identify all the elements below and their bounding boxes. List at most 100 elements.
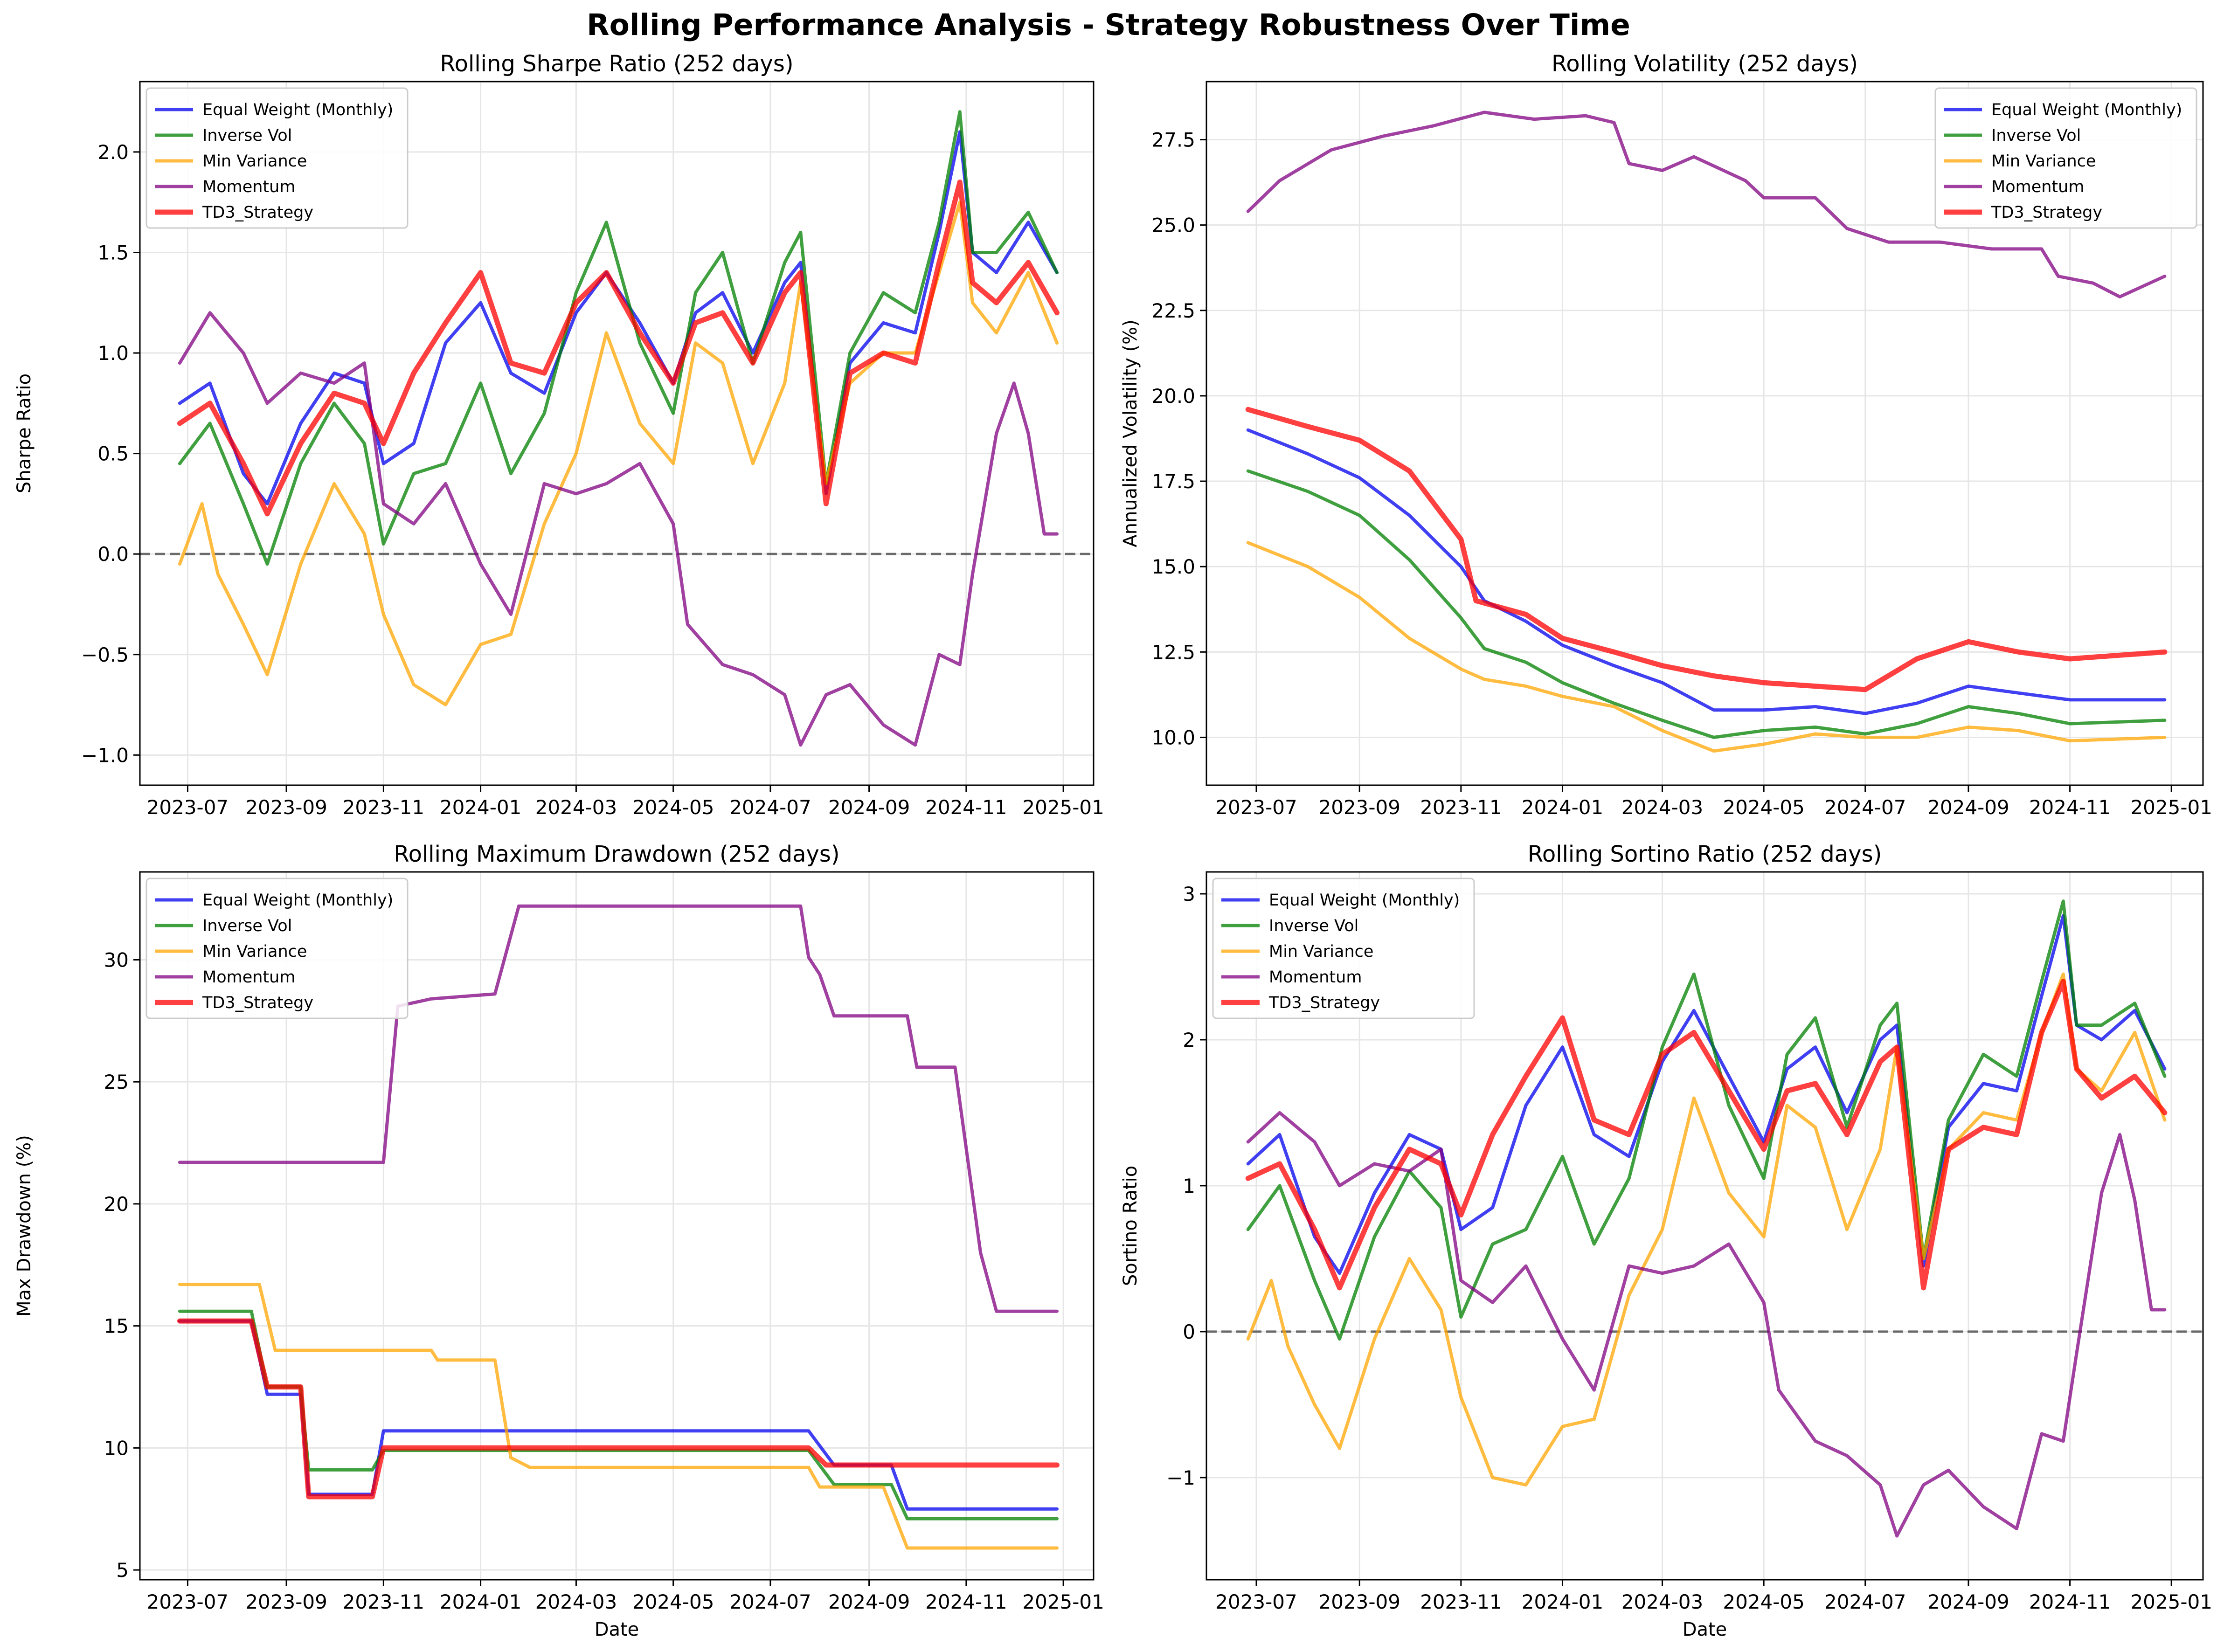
y-tick-label: 20: [104, 1193, 129, 1216]
y-tick-label: 15: [104, 1315, 129, 1338]
x-tick-label: 2025-01: [2130, 796, 2212, 819]
x-tick-label: 2023-09: [245, 1590, 327, 1613]
y-tick-label: 5: [116, 1559, 129, 1582]
legend-entry: Momentum: [202, 178, 295, 196]
series-line-inverse-vol: [178, 1309, 1059, 1521]
legend-entry: Inverse Vol: [1991, 126, 2081, 145]
legend-box: [1934, 87, 2197, 229]
x-axis-label: Date: [1683, 1619, 1727, 1640]
legend-box: [145, 878, 409, 1019]
x-tick-label: 2024-07: [1824, 1590, 1906, 1613]
x-tick-label: 2024-05: [632, 1590, 714, 1613]
series-line-min-variance: [178, 1283, 1059, 1550]
legend-entry: Momentum: [202, 968, 295, 987]
x-tick-label: 2023-07: [1215, 1590, 1297, 1613]
y-tick-label: 10.0: [1151, 726, 1195, 749]
x-tick-label: 2024-01: [440, 796, 522, 819]
series-line-td3-strategy: [177, 1318, 1060, 1500]
legend-entry: TD3_Strategy: [202, 994, 313, 1012]
axes-frame: [1205, 81, 2204, 786]
figure-title: Rolling Performance Analysis - Strategy …: [587, 8, 1630, 42]
x-tick-label: 2024-11: [925, 796, 1007, 819]
x-tick-label: 2024-09: [1927, 796, 2009, 819]
series-line-momentum: [178, 311, 1059, 747]
y-tick-label: 25: [104, 1071, 129, 1093]
legend-entry: Inverse Vol: [1269, 917, 1358, 935]
legend-entry: Min Variance: [202, 942, 307, 961]
y-tick-label: 22.5: [1151, 299, 1195, 322]
x-tick-label: 2024-07: [729, 1590, 811, 1613]
chart-panel-1: 2023-07 2023-09 2023-11 2024-01 2024-03 2024-…: [14, 51, 1104, 819]
series-line-td3-strategy: [1245, 979, 2168, 1291]
x-tick-label: 2024-09: [828, 1590, 910, 1613]
y-axis-label: Sortino Ratio: [1120, 1166, 1141, 1286]
axes-frame: [1205, 871, 2204, 1581]
series-line-momentum: [1246, 1111, 2167, 1538]
series-line-inverse-vol: [1246, 899, 2167, 1341]
axes-frame: [139, 871, 1095, 1581]
y-axis-label: Max Drawdown (%): [14, 1135, 35, 1317]
y-tick-label: 17.5: [1151, 470, 1195, 493]
x-tick-label: 2023-11: [343, 796, 425, 819]
chart-title: Rolling Sharpe Ratio (252 days): [440, 51, 793, 77]
series-line-equal-weight-monthly-: [178, 130, 1059, 505]
legend-entry: Equal Weight (Monthly): [202, 891, 393, 910]
x-tick-label: 2024-05: [1723, 1590, 1805, 1613]
x-tick-label: 2023-09: [1318, 1590, 1400, 1613]
legend-entry: Min Variance: [202, 152, 307, 171]
legend: Equal Weight (Monthly) Inverse Vol Min Var…: [1934, 87, 2197, 229]
y-tick-label: −1.0: [81, 744, 129, 767]
series-line-equal-weight-monthly-: [1246, 428, 2167, 715]
x-tick-label: 2024-03: [1621, 1590, 1704, 1613]
chart-panel-2: 2023-07 2023-09 2023-11 2024-01 2024-03 2024-…: [1120, 51, 2212, 819]
legend-entry: Inverse Vol: [202, 917, 292, 935]
series-line-inverse-vol: [1246, 469, 2167, 739]
series-line-equal-weight-monthly-: [1246, 914, 2167, 1275]
x-tick-label: 2024-01: [1522, 1590, 1604, 1613]
legend-entry: Equal Weight (Monthly): [202, 101, 393, 119]
x-tick-label: 2023-07: [147, 796, 229, 819]
legend-entry: Equal Weight (Monthly): [1991, 101, 2182, 119]
x-tick-label: 2023-11: [1420, 1590, 1502, 1613]
y-tick-label: −0.5: [81, 643, 129, 666]
x-tick-label: 2024-03: [535, 796, 617, 819]
y-axis-label: Sharpe Ratio: [14, 373, 35, 493]
y-tick-label: 27.5: [1151, 129, 1195, 152]
chart-panel-3: 2023-07 2023-09 2023-11 2024-01 2024-03 2024-…: [14, 841, 1104, 1640]
x-tick-label: 2023-07: [1215, 796, 1297, 819]
y-tick-label: 25.0: [1151, 214, 1195, 237]
x-tick-label: 2023-11: [1420, 796, 1502, 819]
y-tick-label: 30: [104, 948, 129, 971]
legend-entry: TD3_Strategy: [202, 203, 313, 222]
y-tick-label: 2: [1183, 1029, 1195, 1051]
x-tick-label: 2023-09: [245, 796, 327, 819]
x-tick-label: 2023-07: [147, 1590, 229, 1613]
x-tick-label: 2024-11: [2029, 1590, 2111, 1613]
chart-title: Rolling Sortino Ratio (252 days): [1528, 841, 1882, 867]
y-tick-label: 20.0: [1151, 385, 1195, 408]
legend: Equal Weight (Monthly) Inverse Vol Min Var…: [145, 87, 409, 229]
x-tick-label: 2023-09: [1318, 796, 1400, 819]
series-line-inverse-vol: [178, 110, 1059, 566]
series-group: [1245, 111, 2168, 753]
y-tick-label: 1: [1183, 1175, 1195, 1197]
x-tick-label: 2025-01: [1022, 1590, 1104, 1613]
series-line-momentum: [178, 904, 1059, 1313]
y-tick-label: 2.0: [97, 141, 129, 164]
x-tick-label: 2024-05: [1723, 796, 1805, 819]
x-tick-label: 2024-01: [440, 1590, 522, 1613]
y-tick-label: 12.5: [1151, 641, 1195, 664]
axes-frame: [139, 81, 1095, 786]
x-tick-label: 2023-11: [343, 1590, 425, 1613]
legend: Equal Weight (Monthly) Inverse Vol Min Var…: [1212, 878, 1475, 1019]
x-tick-label: 2024-09: [828, 796, 910, 819]
series-line-td3-strategy: [1245, 407, 2168, 692]
y-tick-label: 3: [1183, 883, 1195, 905]
y-axis-label: Annualized Volatility (%): [1120, 319, 1141, 547]
series-group: [177, 904, 1060, 1550]
legend-entry: TD3_Strategy: [1268, 994, 1380, 1012]
series-group: [1245, 899, 2168, 1538]
y-tick-label: 1.0: [97, 342, 129, 365]
chart-panel-4: 2023-07 2023-09 2023-11 2024-01 2024-03 2024-…: [1120, 841, 2212, 1640]
y-tick-label: 1.5: [97, 241, 129, 264]
